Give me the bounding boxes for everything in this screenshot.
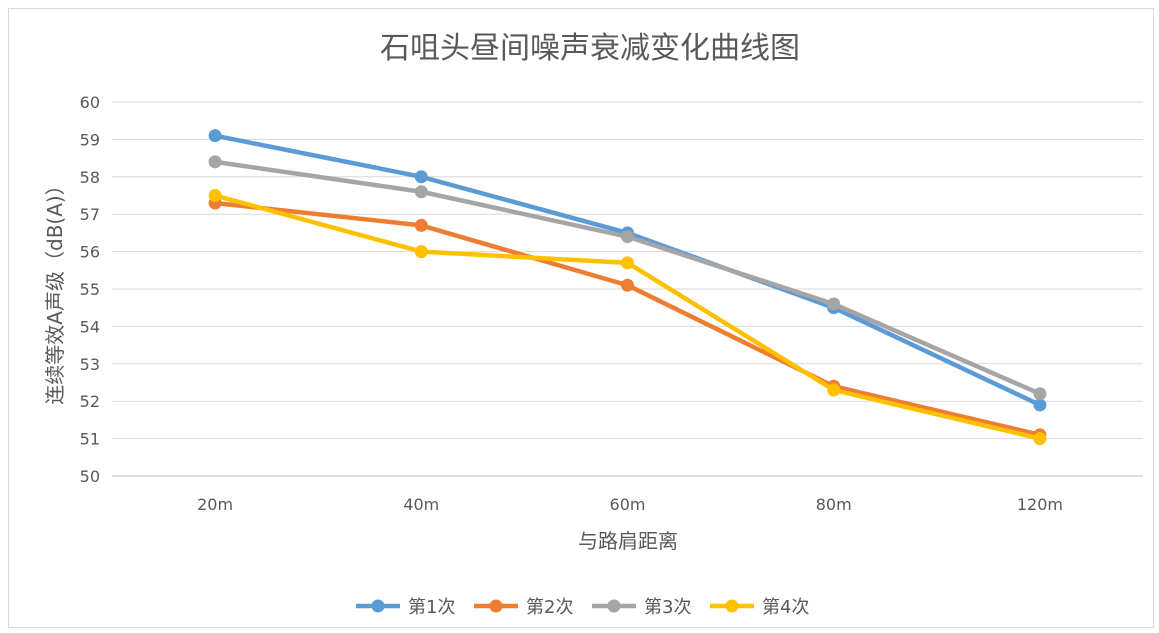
- data-point: [1033, 398, 1047, 412]
- series-line: [212, 133, 1043, 408]
- y-tick-label: 50: [80, 467, 100, 486]
- y-axis-title: 连续等效A声级（dB(A)）: [43, 175, 67, 404]
- x-tick-label: 20m: [197, 495, 233, 514]
- data-point: [208, 189, 222, 202]
- legend: 第1次 第2次 第3次 第4次: [356, 597, 809, 618]
- y-tick-label: 55: [80, 280, 100, 299]
- data-point: [208, 155, 222, 169]
- series-4: [208, 189, 1047, 446]
- legend-swatch-marker: [607, 599, 621, 613]
- series-line: [212, 159, 1043, 396]
- legend-swatch-marker: [489, 599, 503, 613]
- y-tick-label: 60: [80, 93, 100, 112]
- series-1: [208, 129, 1047, 412]
- chart-frame: [8, 8, 1154, 628]
- legend-label: 第2次: [526, 597, 573, 618]
- y-tick-label: 58: [80, 168, 100, 187]
- data-point: [1033, 432, 1047, 446]
- y-tick-label: 59: [80, 130, 100, 149]
- y-tick-label: 54: [80, 317, 100, 336]
- data-point: [414, 185, 428, 199]
- legend-label: 第3次: [644, 597, 691, 618]
- series-3: [208, 155, 1047, 401]
- data-point: [414, 170, 428, 184]
- legend-swatch-marker: [725, 599, 739, 613]
- data-point: [414, 245, 428, 259]
- y-tick-label: 51: [80, 430, 100, 449]
- chart-title: 石咀头昼间噪声衰减变化曲线图: [380, 31, 800, 66]
- legend-item: 第4次: [710, 597, 809, 618]
- legend-label: 第4次: [762, 597, 809, 618]
- data-point: [621, 256, 634, 270]
- y-tick-label: 57: [80, 205, 100, 224]
- data-point: [827, 383, 841, 397]
- y-tick-label: 56: [80, 243, 100, 262]
- x-tick-label: 80m: [816, 495, 852, 514]
- x-tick-label: 60m: [610, 495, 646, 514]
- data-point: [414, 218, 428, 232]
- legend-item: 第3次: [592, 597, 691, 618]
- x-axis-title: 与路肩距离: [578, 529, 678, 553]
- y-tick-label: 53: [80, 355, 100, 374]
- gridlines: [112, 101, 1143, 477]
- data-point: [621, 278, 634, 292]
- data-point: [1033, 387, 1047, 401]
- x-axis-ticks: 20m 40m 60m 80m 120m: [197, 495, 1063, 514]
- data-point: [621, 230, 634, 244]
- legend-item: 第2次: [474, 597, 573, 618]
- y-axis-ticks: 50 51 52 53 54 55 56 57 58 59 60: [80, 93, 100, 486]
- data-point: [208, 129, 222, 143]
- data-point: [827, 297, 841, 311]
- y-tick-label: 52: [80, 392, 100, 411]
- x-tick-label: 40m: [403, 495, 439, 514]
- series-lines: [208, 129, 1047, 446]
- legend-swatch-marker: [371, 599, 385, 613]
- legend-label: 第1次: [408, 597, 455, 618]
- legend-item: 第1次: [356, 597, 455, 618]
- x-tick-label: 120m: [1017, 495, 1063, 514]
